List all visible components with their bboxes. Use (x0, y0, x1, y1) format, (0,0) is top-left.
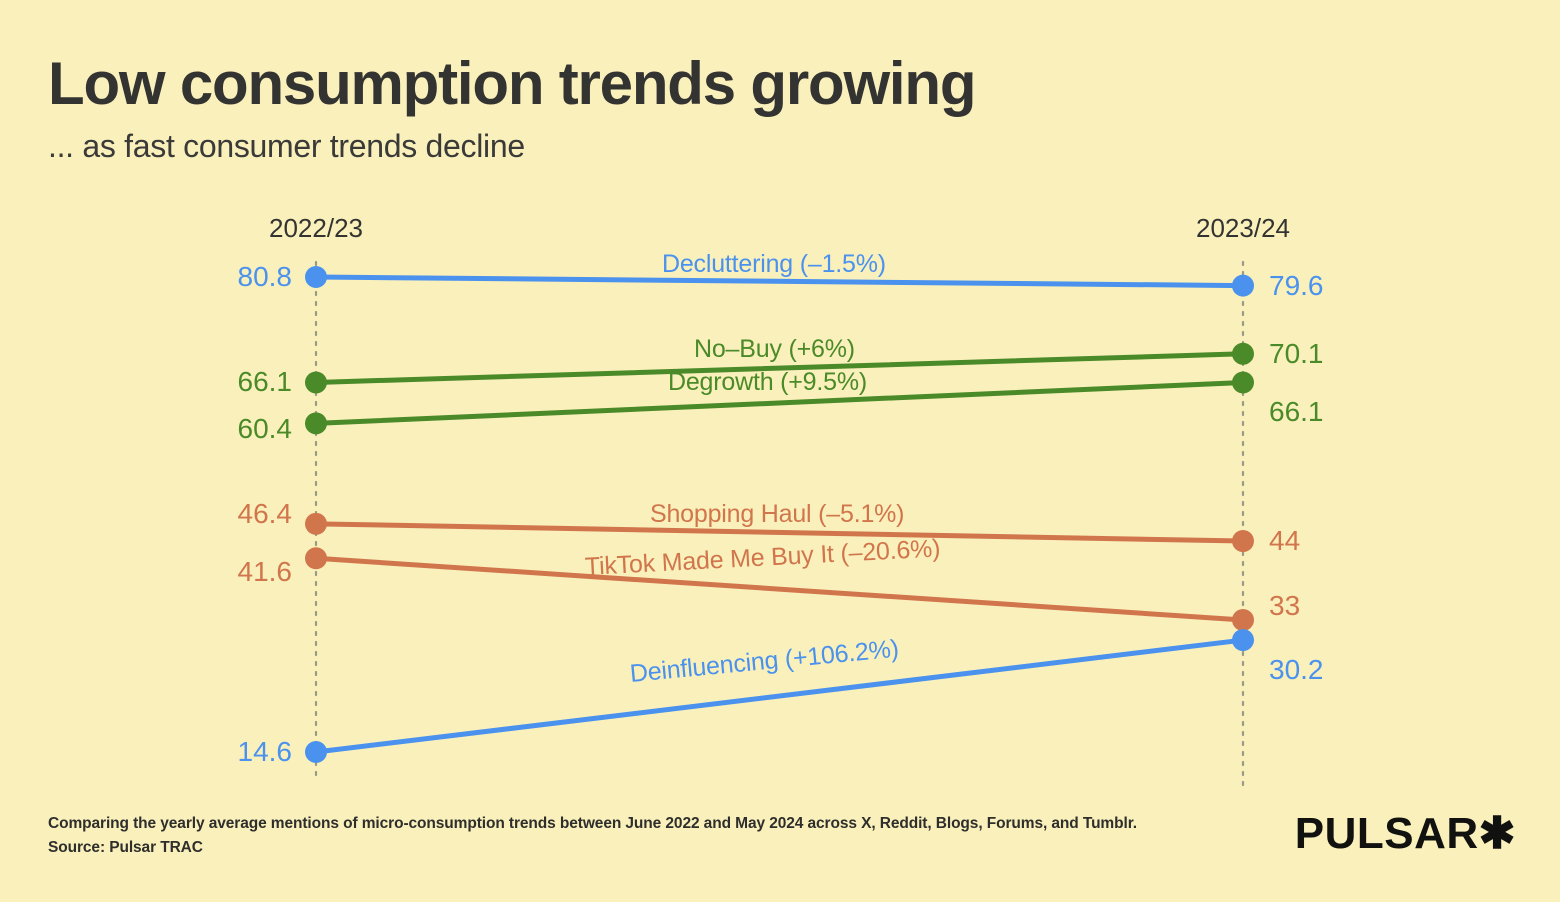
axis-label-right: 2023/24 (1196, 213, 1290, 243)
value-label-left: 14.6 (237, 736, 293, 767)
series-marker (1232, 274, 1254, 297)
series-marker (1232, 629, 1254, 652)
series-marker (1232, 530, 1254, 553)
value-label-right: 79.6 (1269, 269, 1324, 301)
series-line (313, 379, 1246, 426)
series-marker (305, 266, 327, 288)
series-marker (1232, 371, 1254, 394)
value-label-right: 33 (1269, 589, 1301, 621)
value-label-left: 66.1 (237, 366, 293, 398)
value-label-right: 44 (1269, 525, 1301, 557)
value-label-right: 70.1 (1269, 337, 1324, 369)
series-label: Shopping Haul (–5.1%) (650, 500, 905, 528)
value-label-right: 66.1 (1269, 396, 1324, 428)
series-lines (313, 274, 1246, 755)
series-marker (305, 512, 327, 535)
series-marker (305, 741, 327, 763)
series-label: No–Buy (+6%) (694, 335, 855, 363)
page-subtitle: ... as fast consumer trends decline (48, 128, 525, 164)
series-line (313, 555, 1246, 623)
value-label-left: 46.4 (237, 497, 293, 529)
axis-label-left: 2022/23 (269, 213, 363, 243)
value-label-left: 60.4 (237, 413, 293, 445)
series-label: Degrowth (+9.5%) (668, 368, 867, 396)
value-label-left: 80.8 (237, 261, 293, 292)
series-marker (1232, 342, 1254, 365)
series-line (313, 274, 1246, 289)
value-label-left: 41.6 (237, 556, 293, 588)
axis-guide-lines (314, 260, 1245, 792)
series-line (313, 351, 1246, 385)
series-label: Decluttering (–1.5%) (662, 250, 886, 278)
series-marker (1232, 608, 1254, 631)
series-line (313, 637, 1246, 755)
series-marker (305, 412, 327, 435)
series-markers (305, 266, 1254, 763)
page-title: Low consumption trends growing (48, 50, 976, 117)
series-marker (305, 547, 327, 570)
pulsar-logo: PULSAR✱ (1294, 809, 1516, 858)
series-marker (305, 371, 327, 394)
series-line (313, 521, 1246, 544)
value-label-right: 30.2 (1269, 654, 1324, 686)
footnote: Comparing the yearly average mentions of… (48, 815, 1137, 857)
